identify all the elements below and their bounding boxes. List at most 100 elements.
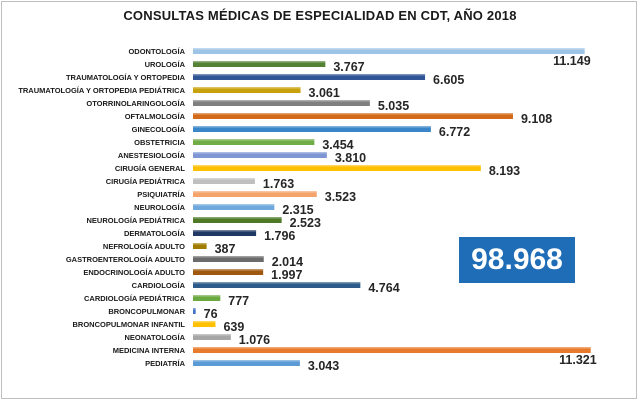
bar	[193, 243, 207, 249]
value-label: 2.315	[282, 203, 313, 217]
value-label: 3.810	[335, 151, 366, 165]
category-label: OFTALMOLOGÍA	[125, 112, 186, 121]
bar	[193, 87, 301, 93]
bar	[193, 347, 591, 353]
value-label: 5.035	[378, 99, 409, 113]
category-label: ODONTOLOGÍA	[128, 47, 185, 56]
bar	[193, 126, 431, 132]
bar	[193, 152, 327, 158]
category-label: NEUROLOGÍA	[134, 203, 185, 212]
value-label: 6.772	[439, 125, 470, 139]
value-label: 1.796	[264, 229, 295, 243]
category-label: PEDIATRÍA	[145, 359, 185, 368]
category-label: GASTROENTEROLOGÍA ADULTO	[66, 255, 185, 264]
bar	[193, 139, 315, 145]
bar	[193, 74, 426, 80]
category-label: PSIQUIATRÍA	[137, 190, 185, 199]
bar-highlight	[193, 87, 301, 89]
value-label: 11.149	[553, 54, 591, 68]
category-label: NEONATOLOGÍA	[124, 333, 185, 342]
category-label: UROLOGÍA	[145, 60, 186, 69]
value-label: 3.454	[322, 138, 353, 152]
bar-highlight	[193, 256, 264, 258]
category-label: CARDIOLOGÍA PEDIÁTRICA	[84, 294, 186, 303]
bar-highlight	[193, 334, 231, 336]
bar	[193, 48, 585, 54]
category-label: OBSTETRICIA	[134, 138, 185, 147]
bar-highlight	[193, 152, 327, 154]
bar	[193, 269, 264, 275]
bar-highlight	[193, 113, 513, 115]
bar	[193, 295, 221, 301]
bar	[193, 334, 231, 340]
bar-highlight	[193, 204, 275, 206]
category-label: OTORRINOLARINGOLOGÍA	[86, 99, 185, 108]
bar-highlight	[193, 230, 257, 232]
total-badge: 98.968	[459, 237, 575, 283]
value-label: 639	[223, 320, 244, 334]
value-label: 777	[228, 294, 249, 308]
bar-highlight	[193, 48, 585, 50]
bar	[193, 165, 481, 171]
category-label: NEUROLOGÍA PEDIÁTRICA	[87, 216, 186, 225]
bar-highlight	[193, 321, 216, 323]
bar-highlight	[193, 269, 264, 271]
value-label: 3.523	[325, 190, 356, 204]
bar	[193, 282, 361, 288]
bar	[193, 113, 513, 119]
category-label: TRAUMATOLOGÍA Y ORTOPEDIA PEDIÁTRICA	[18, 86, 185, 95]
value-label: 11.321	[559, 353, 597, 367]
value-label: 1.997	[271, 268, 302, 282]
total-value: 98.968	[471, 243, 563, 276]
value-label: 6.605	[433, 73, 464, 87]
bar-highlight	[193, 295, 221, 297]
category-label: MEDICINA INTERNA	[113, 346, 186, 355]
bar	[193, 321, 216, 327]
category-label: ANESTESIOLOGÍA	[118, 151, 186, 160]
bar	[193, 217, 282, 223]
category-label: DERMATOLOGÍA	[124, 229, 186, 238]
bar	[193, 230, 257, 236]
value-label: 8.193	[489, 164, 520, 178]
value-label: 2.014	[272, 255, 303, 269]
bar-highlight	[193, 139, 315, 141]
category-label: ENDOCRINOLOGÍA ADULTO	[83, 268, 185, 277]
bar	[193, 256, 264, 262]
value-label: 4.764	[368, 281, 399, 295]
category-label: CIRUGÍA GENERAL	[115, 164, 186, 173]
bar	[193, 100, 370, 106]
chart-title: CONSULTAS MÉDICAS DE ESPECIALIDAD EN CDT…	[123, 8, 517, 23]
category-label: CARDIOLOGÍA	[132, 281, 186, 290]
value-label: 76	[204, 307, 218, 321]
category-label: NEFROLOGÍA ADULTO	[103, 242, 185, 251]
bar-highlight	[193, 282, 361, 284]
bar-highlight	[193, 217, 282, 219]
bar	[193, 61, 326, 67]
bar-highlight	[193, 308, 196, 310]
value-label: 3.061	[309, 86, 340, 100]
bar-highlight	[193, 100, 370, 102]
category-label: TRAUMATOLOGÍA Y ORTOPEDIA	[66, 73, 186, 82]
value-label: 387	[215, 242, 236, 256]
bar-highlight	[193, 61, 326, 63]
bar-highlight	[193, 243, 207, 245]
bar-highlight	[193, 347, 591, 349]
value-label: 2.523	[290, 216, 321, 230]
value-label: 9.108	[521, 112, 552, 126]
category-label: GINECOLOGÍA	[132, 125, 186, 134]
bar-highlight	[193, 165, 481, 167]
bar-highlight	[193, 360, 300, 362]
bar	[193, 360, 300, 366]
value-label: 3.767	[333, 60, 364, 74]
bar-highlight	[193, 178, 255, 180]
bar	[193, 191, 317, 197]
value-label: 1.076	[239, 333, 270, 347]
category-label: BRONCOPULMONAR INFANTIL	[73, 320, 186, 329]
category-label: BRONCOPULMONAR	[108, 307, 185, 316]
bar	[193, 178, 255, 184]
bar	[193, 308, 196, 314]
bar-highlight	[193, 126, 431, 128]
value-label: 1.763	[263, 177, 294, 191]
